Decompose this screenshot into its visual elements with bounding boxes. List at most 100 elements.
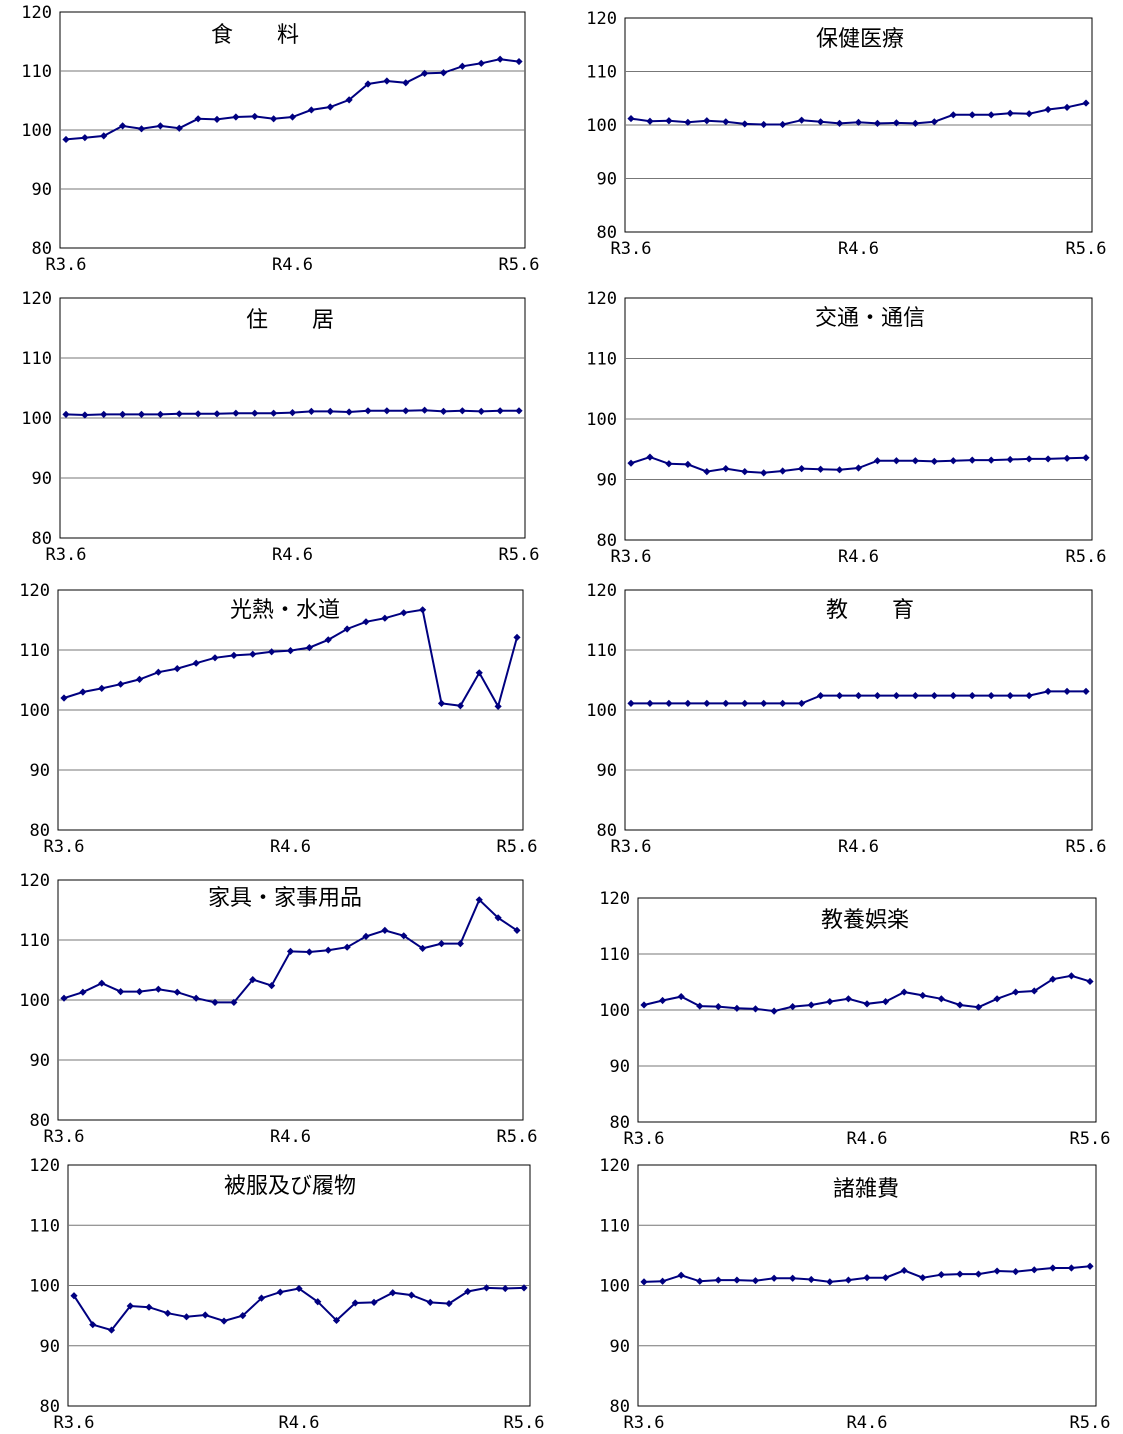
data-point: [1012, 1268, 1020, 1276]
data-point: [816, 118, 825, 126]
y-tick-label: 100: [586, 701, 617, 721]
x-tick-label: R3.6: [624, 1129, 665, 1149]
x-tick-label: R4.6: [272, 255, 313, 275]
data-point: [640, 1278, 648, 1286]
y-tick-label: 120: [19, 581, 50, 601]
data-point: [239, 1312, 247, 1320]
x-tick-label: R5.6: [497, 837, 538, 857]
data-point: [751, 1005, 760, 1013]
y-tick-label: 80: [32, 529, 52, 549]
data-point: [81, 411, 89, 419]
data-point: [937, 995, 945, 1003]
data-point: [722, 699, 730, 707]
y-tick-label: 110: [19, 931, 50, 951]
data-point: [892, 457, 901, 465]
data-point: [733, 1276, 741, 1284]
data-point: [362, 618, 370, 626]
x-tick-label: R3.6: [54, 1413, 95, 1433]
data-point: [389, 1289, 397, 1297]
y-tick-label: 80: [30, 821, 50, 841]
y-tick-label: 90: [597, 471, 617, 491]
data-point: [1006, 692, 1014, 700]
data-point: [665, 460, 673, 468]
data-point: [873, 119, 882, 127]
data-point: [779, 699, 787, 707]
data-point: [400, 609, 408, 617]
data-point: [381, 614, 389, 622]
data-point: [741, 468, 749, 476]
data-point: [1063, 454, 1071, 462]
data-point: [844, 995, 853, 1003]
data-point: [156, 122, 164, 130]
chart-panel-6: 80 90 100 110 120 R3.6 R4.6 R5.6 教 育: [586, 581, 1106, 857]
x-tick-label: R3.6: [44, 1127, 85, 1147]
data-point: [137, 410, 146, 418]
data-point: [194, 410, 202, 418]
data-point: [798, 699, 806, 707]
data-point: [324, 946, 332, 954]
data-point: [1067, 972, 1076, 980]
y-tick-label: 110: [599, 945, 630, 965]
data-point: [798, 465, 806, 473]
chart-panel-7: 80 90 100 110 120 R3.6 R4.6 R5.6 家具・家事用品: [19, 871, 537, 1147]
data-point: [426, 1298, 434, 1306]
data-point: [696, 1002, 704, 1010]
data-point: [295, 1284, 303, 1293]
data-point: [798, 116, 806, 124]
data-point: [696, 1277, 704, 1285]
y-tick-label: 100: [19, 701, 50, 721]
data-point: [703, 117, 711, 125]
chart-title: 家具・家事用品: [208, 886, 362, 911]
x-tick-label: R5.6: [504, 1413, 545, 1433]
x-tick-label: R5.6: [1066, 837, 1107, 857]
data-point: [232, 409, 240, 417]
data-point: [826, 1278, 834, 1286]
data-point: [475, 896, 483, 904]
data-point: [458, 407, 466, 415]
data-point: [993, 995, 1001, 1003]
data-point: [135, 675, 144, 683]
data-point: [173, 988, 181, 996]
y-tick-label: 110: [21, 62, 52, 82]
data-point: [456, 702, 464, 710]
x-tick-label: R3.6: [46, 545, 87, 565]
data-point: [192, 659, 200, 667]
data-point: [501, 1284, 509, 1293]
data-point: [307, 407, 315, 415]
y-tick-label: 90: [597, 170, 617, 190]
data-point: [520, 1284, 528, 1292]
chart-panel-1: 80 90 100 110 120 R3.6 R4.6 R5.6 食 料: [21, 3, 539, 275]
x-tick-label: R5.6: [1066, 239, 1107, 259]
data-point: [1025, 110, 1033, 118]
chart-title: 諸雑費: [833, 1177, 899, 1202]
data-point: [270, 409, 278, 417]
data-point: [854, 464, 863, 472]
data-point: [62, 135, 70, 144]
y-tick-label: 80: [30, 1111, 50, 1131]
x-tick-label: R3.6: [624, 1413, 665, 1433]
data-point: [1082, 99, 1090, 107]
data-point: [117, 680, 125, 688]
data-point: [249, 650, 257, 658]
data-point: [937, 1271, 945, 1279]
data-point: [741, 120, 749, 128]
data-point: [477, 59, 485, 67]
data-point: [677, 992, 685, 1001]
data-point: [646, 699, 654, 707]
chart-title: 教養娯楽: [821, 908, 909, 933]
data-point: [60, 694, 68, 702]
data-point: [658, 1277, 667, 1285]
data-point: [89, 1321, 97, 1329]
y-tick-label: 110: [21, 349, 52, 369]
data-point: [1025, 692, 1033, 700]
data-point: [930, 118, 938, 126]
data-point: [807, 1275, 815, 1284]
data-point: [475, 669, 483, 677]
data-point: [844, 1276, 853, 1284]
y-tick-label: 100: [29, 1277, 60, 1297]
data-point: [949, 111, 957, 119]
data-point: [439, 407, 448, 415]
data-point: [770, 1007, 778, 1015]
data-point: [515, 407, 523, 415]
data-point: [956, 1001, 964, 1009]
